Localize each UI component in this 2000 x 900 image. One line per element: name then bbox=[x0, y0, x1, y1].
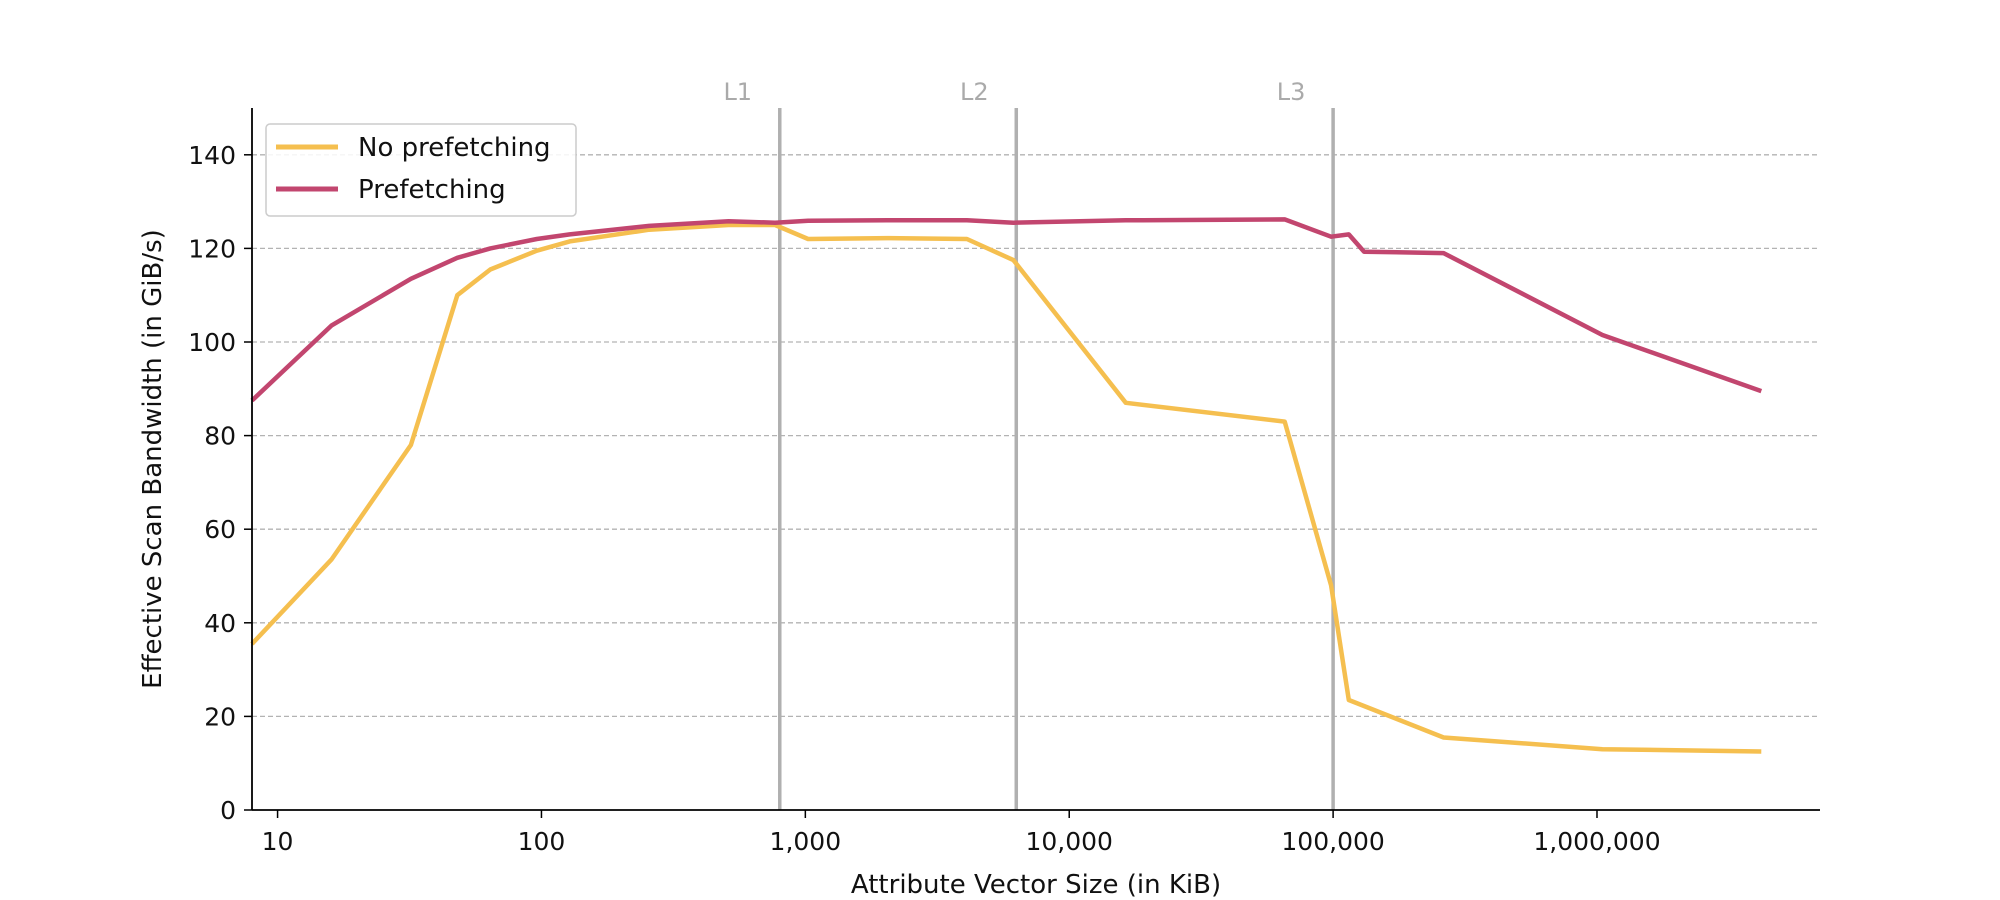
x-tick-label-100: 100 bbox=[518, 827, 566, 856]
axes bbox=[244, 108, 1820, 818]
cache-lines: L1 L2 L3 bbox=[723, 78, 1335, 810]
legend-box bbox=[265, 123, 577, 217]
y-tick-label-0: 0 bbox=[220, 796, 236, 825]
series-lines bbox=[250, 217, 1763, 754]
legend-label-no-prefetching: No prefetching bbox=[358, 133, 551, 163]
grid-layer bbox=[252, 154, 1820, 718]
y-tick-label-100: 100 bbox=[188, 328, 236, 357]
y-axis-title: Effective Scan Bandwidth (in GiB/s) bbox=[138, 229, 168, 689]
x-axis-title: Attribute Vector Size (in KiB) bbox=[851, 870, 1221, 900]
x-tick-label-100000: 100,000 bbox=[1281, 827, 1384, 856]
legend-label-prefetching: Prefetching bbox=[358, 175, 506, 205]
x-tick-label-10: 10 bbox=[262, 827, 294, 856]
cache-label-l3: L3 bbox=[1277, 78, 1306, 106]
cache-label-l2: L2 bbox=[960, 78, 989, 106]
y-tick-label-80: 80 bbox=[204, 422, 236, 451]
cache-label-l1: L1 bbox=[723, 78, 752, 106]
series-line-prefetching bbox=[250, 217, 1763, 403]
x-tick-label-1000: 1,000 bbox=[770, 827, 842, 856]
y-tick-label-140: 140 bbox=[188, 141, 236, 170]
y-tick-label-60: 60 bbox=[204, 515, 236, 544]
x-tick-label-10000: 10,000 bbox=[1025, 827, 1112, 856]
x-tick-label-1000000: 1,000,000 bbox=[1533, 827, 1660, 856]
tick-labels: 0 20 40 60 80 100 120 140 10 100 1,000 10,000 100,00… bbox=[188, 141, 1660, 856]
y-tick-label-120: 120 bbox=[188, 234, 236, 263]
y-tick-label-20: 20 bbox=[204, 702, 236, 731]
y-tick-label-40: 40 bbox=[204, 609, 236, 638]
legend: No prefetching Prefetching bbox=[265, 123, 577, 217]
series-line-no-prefetching bbox=[250, 222, 1762, 754]
